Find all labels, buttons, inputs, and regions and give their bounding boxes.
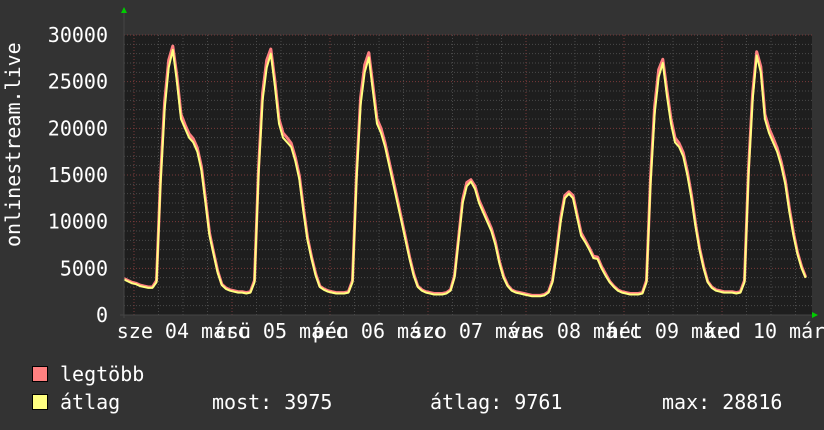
x-tick-label: szo 07 márc	[411, 319, 543, 343]
y-axis-arrow-icon	[121, 7, 127, 13]
legend-avg-label: átlag	[60, 390, 121, 414]
x-tick-label: vas 08 márc	[509, 319, 641, 343]
y-tick-label: 20000	[48, 116, 108, 140]
y-axis-title: onlinestream.live	[1, 42, 25, 247]
legend-item-avg: átlag	[32, 390, 121, 414]
max-swatch-icon	[32, 366, 48, 382]
plot-area	[124, 35, 812, 315]
series-lines	[123, 44, 808, 298]
y-tick-label: 10000	[48, 210, 108, 234]
avg-series-line	[123, 48, 807, 298]
y-tick-label: 15000	[48, 163, 108, 187]
y-tick-label: 30000	[48, 23, 108, 47]
x-tick-label: ked 10 márc	[705, 319, 824, 343]
legend-max-label: legtöbb	[60, 362, 145, 386]
avg-swatch-icon	[32, 394, 48, 410]
x-axis-arrow-icon	[812, 312, 818, 318]
y-tick-label: 25000	[48, 70, 108, 94]
x-tick-label: pén 06 márc	[313, 319, 445, 343]
x-tick-label: hét 09 márc	[607, 319, 739, 343]
x-tick-label: csü 05 márc	[215, 319, 347, 343]
max-value: max: 28816	[662, 390, 783, 414]
x-tick-label: sze 04 márc	[117, 319, 249, 343]
legend-item-max: legtöbb	[32, 362, 145, 386]
y-tick-label: 0	[96, 303, 108, 327]
average-value: átlag: 9761	[430, 390, 563, 414]
y-tick-label: 5000	[60, 256, 108, 280]
grid	[124, 34, 812, 315]
y-tick-labels: 0 5000 10000 15000 20000 25000 30000	[48, 23, 108, 327]
current-value: most: 3975	[212, 390, 333, 414]
